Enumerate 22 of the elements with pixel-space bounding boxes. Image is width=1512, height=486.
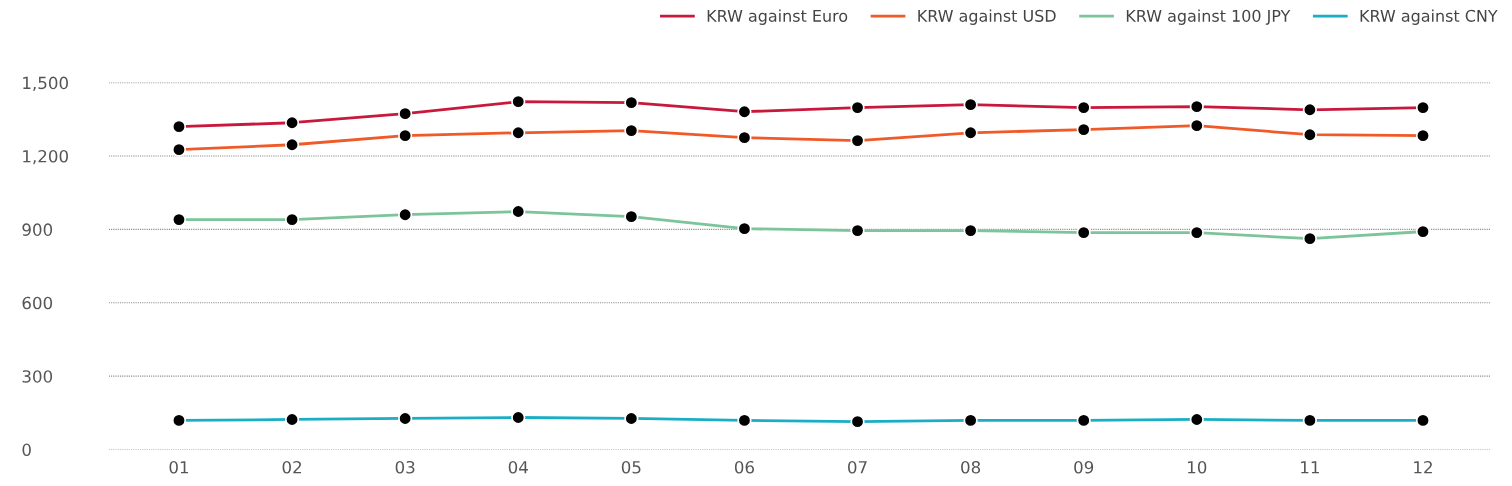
x-tick-label: 01 <box>169 460 189 474</box>
y-tick-label: 300 <box>22 370 53 383</box>
y-tick-label: 600 <box>22 296 53 310</box>
legend-label: KRW against CNY <box>1360 9 1498 25</box>
x-tick-label: 06 <box>734 460 754 474</box>
x-tick-label: 08 <box>961 460 981 474</box>
x-tick-label: 12 <box>1414 460 1432 474</box>
y-tick-label: 900 <box>22 223 53 236</box>
x-tick-label: 11 <box>1301 461 1319 474</box>
x-tick-label: 05 <box>621 460 641 474</box>
legend-label: KRW against 100 JPY <box>1126 9 1291 25</box>
legend-label: KRW against USD <box>918 9 1056 25</box>
x-tick-label: 03 <box>395 460 415 474</box>
legend-label: KRW against Euro <box>707 9 848 25</box>
x-tick-label: 04 <box>508 460 528 474</box>
x-tick-label: 09 <box>1074 460 1094 474</box>
x-tick-label: 10 <box>1188 460 1207 474</box>
x-tick-label: 02 <box>282 460 302 474</box>
x-tick-label: 07 <box>848 460 867 474</box>
y-tick-label: 0 <box>22 443 31 457</box>
y-tick-label: 1,500 <box>23 76 68 91</box>
y-tick-label: 1,200 <box>23 149 68 165</box>
